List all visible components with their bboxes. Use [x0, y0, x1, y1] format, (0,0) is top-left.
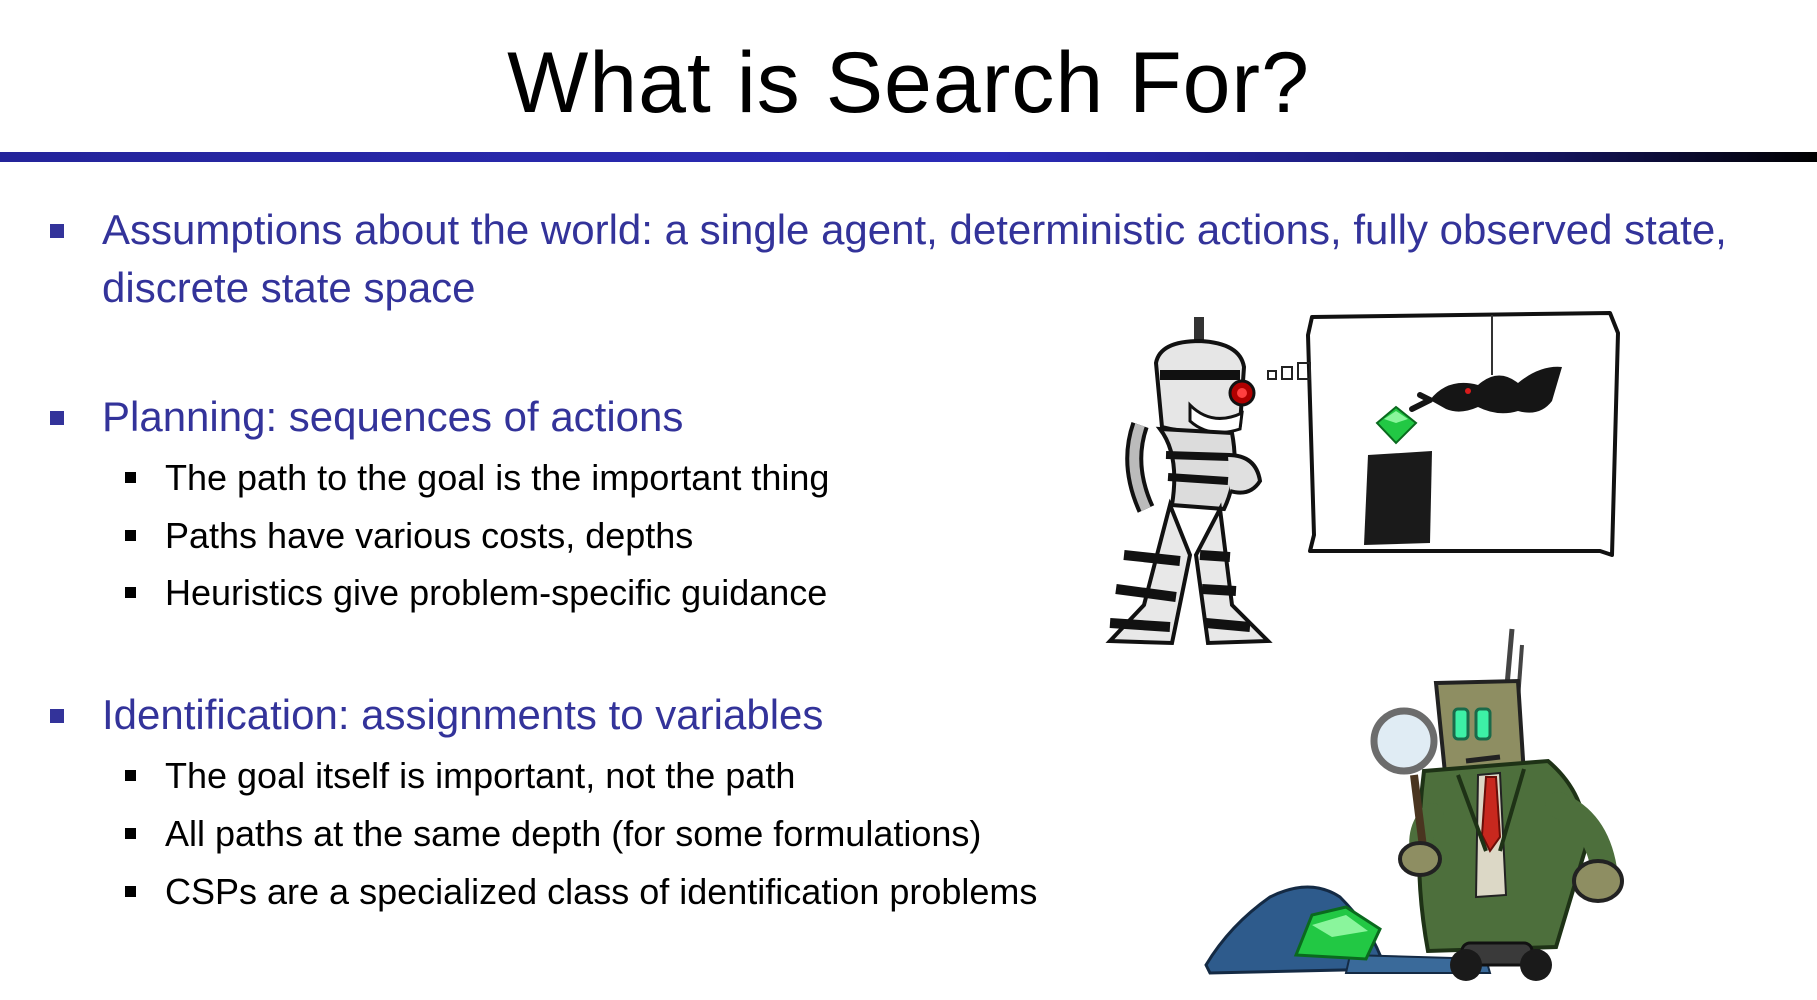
- sub-bullet: CSPs are a specialized class of identifi…: [125, 868, 1165, 916]
- sub-bullet-text: Paths have various costs, depths: [165, 515, 694, 556]
- sub-bullet: All paths at the same depth (for some fo…: [125, 810, 1165, 858]
- sub-bullet-text: CSPs are a specialized class of identifi…: [165, 871, 1038, 912]
- sub-bullet-text: All paths at the same depth (for some fo…: [165, 813, 982, 854]
- square-bullet-icon: [125, 472, 136, 483]
- bullet-text: Identification: assignments to variables: [102, 691, 824, 738]
- thought-bubble-icon: [1297, 362, 1311, 380]
- sub-bullet: The path to the goal is the important th…: [125, 454, 1165, 502]
- bullet-planning: Planning: sequences of actions: [50, 388, 1752, 446]
- square-bullet-icon: [50, 224, 64, 238]
- detective-robot-figure: [1370, 678, 1624, 981]
- robot-figure: [1105, 317, 1273, 646]
- bullet-assumptions: Assumptions about the world: a single ag…: [50, 201, 1752, 317]
- sub-bullet-text: Heuristics give problem-specific guidanc…: [165, 572, 828, 613]
- robot-thinking-illustration: [1105, 311, 1620, 646]
- bullet-text: Planning: sequences of actions: [102, 393, 684, 440]
- title-divider: [0, 152, 1817, 162]
- square-bullet-icon: [125, 770, 136, 781]
- thought-panel: [1306, 311, 1620, 557]
- bullet-identification: Identification: assignments to variables: [50, 686, 1752, 744]
- square-bullet-icon: [125, 587, 136, 598]
- thought-bubble-icon: [1267, 370, 1277, 380]
- slide-title: What is Search For?: [507, 35, 1310, 131]
- sub-bullet: Heuristics give problem-specific guidanc…: [125, 569, 1165, 617]
- square-bullet-icon: [50, 411, 64, 425]
- sub-bullet-text: The goal itself is important, not the pa…: [165, 755, 796, 796]
- square-bullet-icon: [50, 709, 64, 723]
- sub-bullet: Paths have various costs, depths: [125, 512, 1165, 560]
- square-bullet-icon: [125, 828, 136, 839]
- square-bullet-icon: [125, 886, 136, 897]
- square-bullet-icon: [125, 530, 136, 541]
- bullet-text: Assumptions about the world: a single ag…: [102, 206, 1727, 311]
- detective-robot-illustration: [1204, 628, 1624, 981]
- magnifying-glass-icon: [1370, 707, 1438, 775]
- sub-bullet-text: The path to the goal is the important th…: [165, 457, 830, 498]
- sub-bullet: The goal itself is important, not the pa…: [125, 752, 1165, 800]
- thought-bubble-icon: [1281, 366, 1293, 380]
